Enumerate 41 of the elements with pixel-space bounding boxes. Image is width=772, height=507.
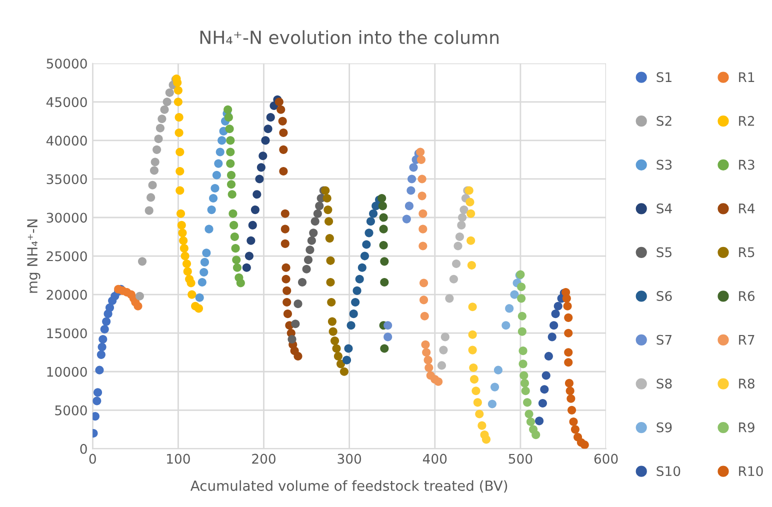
legend-label: S2 <box>656 116 672 126</box>
legend-label: R2 <box>739 116 754 126</box>
legend-label: R5 <box>739 247 754 258</box>
legend-label: R8 <box>739 378 754 389</box>
legend-label: R6 <box>739 291 755 302</box>
y-tick-label: 25000 <box>46 251 87 262</box>
x-tick-label: 300 <box>338 454 362 464</box>
legend-label: R7 <box>739 334 754 345</box>
y-tick-label: 45000 <box>46 97 87 108</box>
y-tick-label: 20000 <box>46 290 87 300</box>
legend-label: S1 <box>656 72 672 82</box>
y-tick-label: 50000 <box>46 58 87 69</box>
y-tick-label: 0 <box>80 444 87 454</box>
x-tick-label: 100 <box>167 454 190 464</box>
legend-label: S8 <box>656 378 672 389</box>
y-tick-label: 15000 <box>47 328 87 338</box>
x-tick-label: 500 <box>508 454 532 464</box>
legend-label: S10 <box>656 466 680 476</box>
legend-label: R9 <box>739 422 754 432</box>
legend-label: S3 <box>656 160 672 170</box>
legend-label: S7 <box>656 334 672 345</box>
legend-label: R10 <box>739 466 763 476</box>
y-tick-label: 35000 <box>46 174 87 184</box>
legend-label: S4 <box>656 203 672 214</box>
legend-label: R3 <box>739 160 754 170</box>
y-tick-label: 40000 <box>46 136 87 146</box>
x-tick-label: 600 <box>594 454 618 464</box>
legend-label: R4 <box>739 204 755 214</box>
chart-title: NH₄⁺-N evolution into the column <box>200 30 498 44</box>
x-axis-title: Acumulated volume of feedstock treated (BV) <box>190 480 508 493</box>
legend-label: S5 <box>656 247 672 258</box>
y-tick-label: 5000 <box>55 405 87 416</box>
x-tick-label: 400 <box>422 454 447 464</box>
legend-label: R1 <box>739 72 754 82</box>
legend-label: S9 <box>656 422 672 432</box>
y-tick-label: 30000 <box>46 212 87 223</box>
y-tick-label: 10000 <box>47 366 87 377</box>
legend-label: S6 <box>656 291 672 302</box>
x-tick-label: 0 <box>89 454 96 464</box>
y-axis-title: mg NH₄⁺-N <box>27 219 40 293</box>
x-tick-label: 200 <box>252 454 276 464</box>
